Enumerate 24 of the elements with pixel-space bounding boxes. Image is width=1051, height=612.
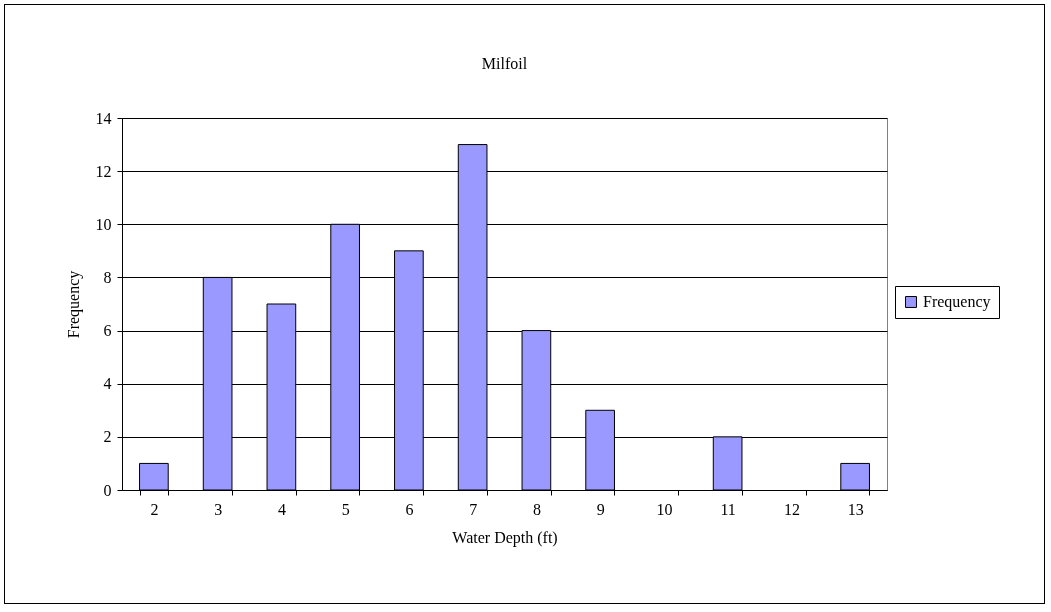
y-tick-label: 12 xyxy=(95,162,112,180)
y-tick-label: 14 xyxy=(95,109,112,127)
x-tick-label: 13 xyxy=(847,500,864,518)
y-tick-label: 10 xyxy=(95,215,112,233)
x-tick-label: 3 xyxy=(214,500,223,518)
x-tick-label: 2 xyxy=(150,500,159,518)
y-tick-label: 4 xyxy=(103,375,112,393)
chart-title: Milfoil xyxy=(481,55,528,72)
x-tick-label: 9 xyxy=(596,500,605,518)
x-tick-label: 10 xyxy=(656,500,673,518)
y-tick-label: 8 xyxy=(103,268,112,286)
x-axis-title: Water Depth (ft) xyxy=(452,528,558,547)
x-tick-label: 6 xyxy=(405,500,414,518)
y-tick-label: 2 xyxy=(103,428,112,446)
y-axis-title: Frequency xyxy=(64,270,83,339)
x-tick-label: 8 xyxy=(532,500,541,518)
x-tick-label: 5 xyxy=(341,500,350,518)
y-tick-label: 6 xyxy=(103,322,112,340)
x-tick-label: 11 xyxy=(720,500,736,518)
y-tick-label: 0 xyxy=(103,481,112,499)
x-tick-label: 12 xyxy=(783,500,800,518)
x-tick-label: 4 xyxy=(277,500,286,518)
x-tick-label: 7 xyxy=(469,500,478,518)
legend-label: Frequency xyxy=(923,293,991,311)
